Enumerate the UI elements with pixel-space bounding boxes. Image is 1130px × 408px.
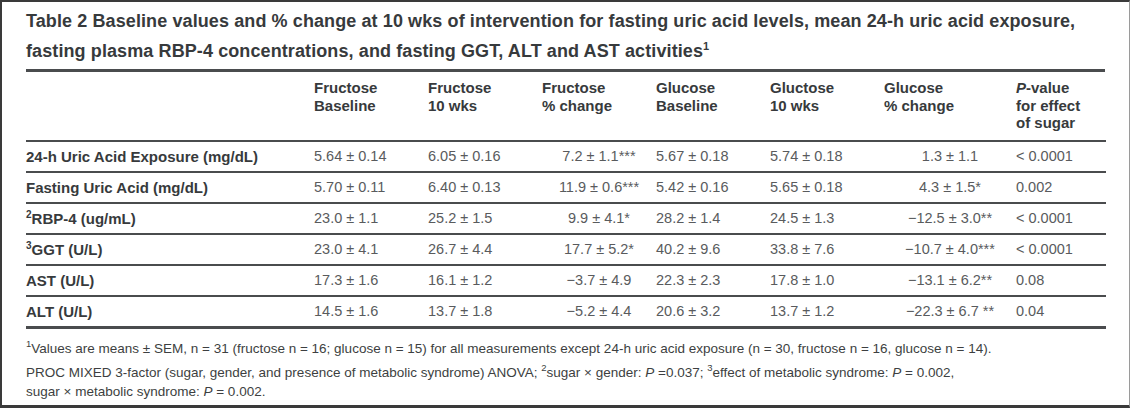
footnote-line: sugar × metabolic syndrome: P = 0.002. <box>26 382 1105 402</box>
column-header: Fructose% change <box>542 72 656 141</box>
cell-value: 5.70 ± 0.11 <box>314 172 428 203</box>
cell-value: −12.5 ± 3.0** <box>884 203 1016 234</box>
cell-value: −10.7 ± 4.0*** <box>884 234 1016 265</box>
cell-value: −22.3 ± 6.7 ** <box>884 296 1016 328</box>
cell-value: −5.2 ± 4.4 <box>542 296 656 328</box>
cell-value: 5.64 ± 0.14 <box>314 141 428 172</box>
footnote-line: *P < 0.05, **P < 0.01, ***P < 0.001 for … <box>26 401 1105 408</box>
column-header: P-valuefor effectof sugar <box>1016 72 1106 141</box>
column-header: GlucoseBaseline <box>656 72 770 141</box>
column-header: Gluctose10 wks <box>770 72 884 141</box>
cell-value: 16.1 ± 1.2 <box>428 265 542 296</box>
cell-value: 14.5 ± 1.6 <box>314 296 428 328</box>
row-label: Fasting Uric Acid (mg/dL) <box>26 172 314 203</box>
table-2-panel: Table 2 Baseline values and % change at … <box>0 0 1130 408</box>
cell-value: 17.3 ± 1.6 <box>314 265 428 296</box>
cell-value: 7.2 ± 1.1*** <box>542 141 656 172</box>
table-row: Fasting Uric Acid (mg/dL)5.70 ± 0.116.40… <box>26 172 1106 203</box>
cell-value: 9.9 ± 4.1* <box>542 203 656 234</box>
cell-value: 0.08 <box>1016 265 1106 296</box>
cell-value: 17.8 ± 1.0 <box>770 265 884 296</box>
cell-value: 24.5 ± 1.3 <box>770 203 884 234</box>
row-label: AST (U/L) <box>26 265 314 296</box>
cell-value: < 0.0001 <box>1016 234 1106 265</box>
cell-value: 23.0 ± 4.1 <box>314 234 428 265</box>
table-row: AST (U/L)17.3 ± 1.616.1 ± 1.2−3.7 ± 4.92… <box>26 265 1106 296</box>
cell-value: 5.74 ± 0.18 <box>770 141 884 172</box>
cell-value: 28.2 ± 1.4 <box>656 203 770 234</box>
row-label-column-header <box>26 72 314 141</box>
cell-value: 0.002 <box>1016 172 1106 203</box>
cell-value: 6.05 ± 0.16 <box>428 141 542 172</box>
cell-value: 20.6 ± 3.2 <box>656 296 770 328</box>
row-label: 3GGT (U/L) <box>26 234 314 265</box>
table-row: ALT (U/L)14.5 ± 1.613.7 ± 1.8−5.2 ± 4.42… <box>26 296 1106 328</box>
cell-value: 5.42 ± 0.16 <box>656 172 770 203</box>
column-header: Glucose% change <box>884 72 1016 141</box>
cell-value: 1.3 ± 1.1 <box>884 141 1016 172</box>
cell-value: < 0.0001 <box>1016 203 1106 234</box>
cell-value: 25.2 ± 1.5 <box>428 203 542 234</box>
row-label: 24-h Uric Acid Exposure (mg/dL) <box>26 141 314 172</box>
cell-value: 5.67 ± 0.18 <box>656 141 770 172</box>
cell-value: 26.7 ± 4.4 <box>428 234 542 265</box>
cell-value: 0.04 <box>1016 296 1106 328</box>
cell-value: −3.7 ± 4.9 <box>542 265 656 296</box>
footnotes: 1Values are means ± SEM, n = 31 (fructos… <box>26 334 1105 408</box>
column-header: FructoseBaseline <box>314 72 428 141</box>
table-row: 2RBP-4 (ug/mL)23.0 ± 1.125.2 ± 1.59.9 ± … <box>26 203 1106 234</box>
cell-value: 17.7 ± 5.2* <box>542 234 656 265</box>
cell-value: 4.3 ± 1.5* <box>884 172 1016 203</box>
table-title-superscript: 1 <box>703 40 709 52</box>
table-row: 3GGT (U/L)23.0 ± 4.126.7 ± 4.417.7 ± 5.2… <box>26 234 1106 265</box>
table-title-text: Table 2 Baseline values and % change at … <box>26 11 1075 61</box>
footnote-line: 1Values are means ± SEM, n = 31 (fructos… <box>26 334 1105 358</box>
cell-value: 6.40 ± 0.13 <box>428 172 542 203</box>
cell-value: 13.7 ± 1.8 <box>428 296 542 328</box>
cell-value: 13.7 ± 1.2 <box>770 296 884 328</box>
table-row: 24-h Uric Acid Exposure (mg/dL)5.64 ± 0.… <box>26 141 1106 172</box>
cell-value: 23.0 ± 1.1 <box>314 203 428 234</box>
baseline-values-table: FructoseBaselineFructose10 wksFructose% … <box>26 72 1106 329</box>
row-label: ALT (U/L) <box>26 296 314 328</box>
cell-value: 5.65 ± 0.18 <box>770 172 884 203</box>
footnote-line: PROC MIXED 3-factor (sugar, gender, and … <box>26 358 1105 382</box>
cell-value: < 0.0001 <box>1016 141 1106 172</box>
column-header: Fructose10 wks <box>428 72 542 141</box>
table-header-row: FructoseBaselineFructose10 wksFructose% … <box>26 72 1106 141</box>
cell-value: 33.8 ± 7.6 <box>770 234 884 265</box>
row-label: 2RBP-4 (ug/mL) <box>26 203 314 234</box>
cell-value: 40.2 ± 9.6 <box>656 234 770 265</box>
cell-value: 22.3 ± 2.3 <box>656 265 770 296</box>
cell-value: 11.9 ± 0.6*** <box>542 172 656 203</box>
table-title: Table 2 Baseline values and % change at … <box>26 9 1105 64</box>
cell-value: −13.1 ± 6.2** <box>884 265 1016 296</box>
